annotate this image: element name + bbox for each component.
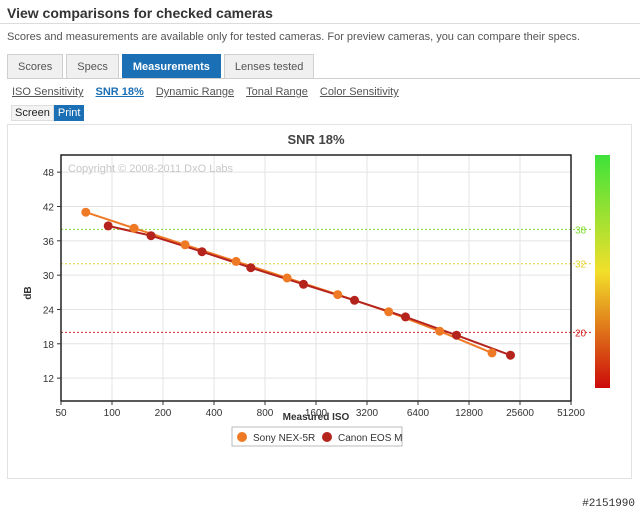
- legend: Sony NEX-5R Canon EOS M: [231, 426, 403, 447]
- series-line-0: [85, 211, 493, 354]
- data-point-series-0[interactable]: [231, 256, 241, 266]
- y-tick-label: 42: [43, 202, 55, 213]
- x-tick-label: 3200: [356, 408, 379, 419]
- subtab-snr-18[interactable]: SNR 18%: [95, 86, 144, 98]
- legend-canon-marker: [322, 432, 332, 442]
- y-tick-label: 12: [43, 374, 55, 385]
- data-point-series-0[interactable]: [180, 240, 190, 250]
- x-tick-label: 6400: [407, 408, 430, 419]
- x-tick-label: 1600: [305, 408, 328, 419]
- data-point-series-0[interactable]: [282, 273, 292, 283]
- x-tick-label: 100: [104, 408, 121, 419]
- x-axis-label: Measured ISO: [283, 412, 350, 423]
- data-point-series-0[interactable]: [81, 207, 91, 217]
- subtab-dynamic-range[interactable]: Dynamic Range: [155, 86, 235, 98]
- screen-button[interactable]: Screen: [11, 105, 54, 121]
- data-point-series-1[interactable]: [299, 279, 308, 289]
- legend-sony-label: Sony NEX-5R: [253, 433, 315, 444]
- tab-bar: Scores Specs Measurements Lenses tested: [7, 54, 315, 79]
- x-tick-label: 200: [155, 408, 172, 419]
- measurement-subtabs: ISO Sensitivity SNR 18% Dynamic Range To…: [12, 86, 399, 98]
- data-point-series-0[interactable]: [435, 326, 445, 336]
- y-tick-label: 48: [43, 168, 55, 179]
- data-point-series-1[interactable]: [401, 312, 410, 322]
- x-tick-label: 800: [257, 408, 274, 419]
- data-point-series-0[interactable]: [384, 307, 394, 317]
- y-tick-label: 24: [43, 305, 55, 316]
- color-scale-bar: [595, 155, 610, 388]
- data-point-series-1[interactable]: [103, 221, 113, 231]
- x-tick-label: 400: [206, 408, 223, 419]
- chart-panel: SNR 18% Copyright © 2008-2011 DxO Labs 5…: [7, 124, 632, 479]
- chart-title: SNR 18%: [287, 132, 345, 147]
- tab-lenses-tested[interactable]: Lenses tested: [223, 54, 315, 78]
- data-point-series-0[interactable]: [129, 223, 139, 233]
- legend-sony-marker: [237, 432, 247, 442]
- data-point-series-1[interactable]: [197, 247, 207, 257]
- x-tick-label: 51200: [557, 408, 585, 419]
- legend-canon-label: Canon EOS M: [338, 433, 402, 444]
- subtab-color-sensitivity[interactable]: Color Sensitivity: [319, 86, 399, 98]
- y-tick-label: 36: [43, 237, 55, 248]
- snr-chart: SNR 18% Copyright © 2008-2011 DxO Labs 5…: [23, 132, 610, 447]
- x-tick-label: 12800: [455, 408, 483, 419]
- data-point-series-1[interactable]: [146, 231, 156, 241]
- data-point-series-0[interactable]: [487, 348, 497, 358]
- data-point-series-1[interactable]: [246, 263, 256, 273]
- view-toggle: Screen Print: [11, 105, 85, 121]
- tab-measurements[interactable]: Measurements: [121, 54, 221, 78]
- subtab-iso-sensitivity[interactable]: ISO Sensitivity: [12, 86, 84, 98]
- tab-underline: [7, 78, 640, 79]
- x-tick-label: 25600: [506, 408, 534, 419]
- y-tick-label: 18: [43, 340, 55, 351]
- page-description: Scores and measurements are available on…: [7, 31, 580, 43]
- subtab-tonal-range[interactable]: Tonal Range: [246, 86, 308, 98]
- tab-specs[interactable]: Specs: [66, 54, 119, 78]
- data-point-series-0[interactable]: [333, 290, 343, 300]
- header-divider: [0, 23, 640, 24]
- reference-label-38: 38: [575, 225, 587, 236]
- data-point-series-1[interactable]: [350, 295, 359, 305]
- reference-label-32: 32: [575, 260, 587, 271]
- y-tick-label: 30: [43, 271, 55, 282]
- tab-scores[interactable]: Scores: [7, 54, 64, 78]
- page-title: View comparisons for checked cameras: [7, 5, 273, 21]
- data-point-series-1[interactable]: [452, 330, 461, 340]
- image-watermark: #2151990: [582, 498, 635, 510]
- data-point-series-1[interactable]: [506, 350, 515, 360]
- copyright-text: Copyright © 2008-2011 DxO Labs: [68, 163, 234, 175]
- reference-label-20: 20: [575, 328, 587, 339]
- y-axis-label: dB: [23, 286, 34, 299]
- x-tick-label: 50: [55, 408, 67, 419]
- print-button[interactable]: Print: [53, 105, 85, 121]
